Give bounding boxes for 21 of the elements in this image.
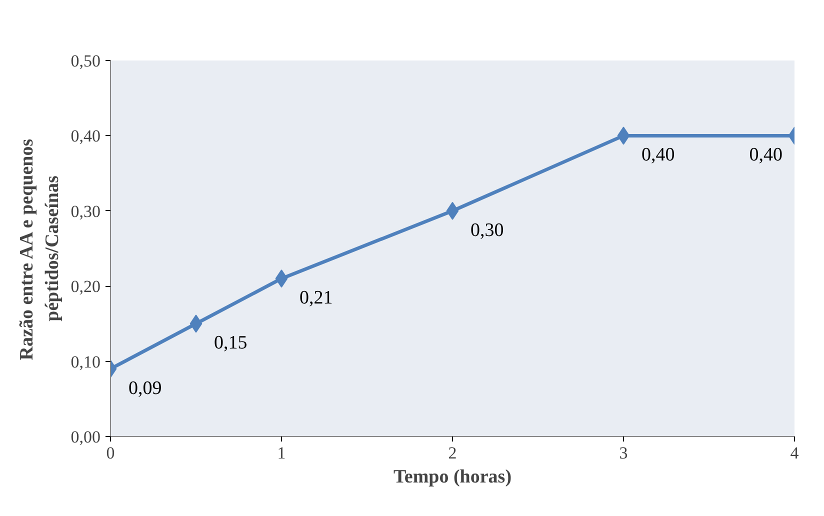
data-label: 0,09	[128, 378, 162, 399]
y-tick-label: 0,50	[70, 52, 100, 70]
x-tick-label: 2	[448, 444, 457, 462]
y-tick-label: 0,10	[70, 352, 100, 372]
data-label: 0,15	[214, 332, 248, 354]
x-axis-title: Tempo (horas)	[393, 466, 512, 488]
y-tick-label: 0,20	[70, 277, 100, 296]
y-tick-label: 0,30	[70, 202, 100, 221]
x-tick-label: 1	[277, 444, 286, 462]
data-label: 0,30	[470, 220, 504, 241]
point	[275, 270, 288, 288]
data-label: 0,21	[300, 288, 333, 309]
y-tick-label: 0,40	[70, 126, 100, 146]
y-tick-label: 0,00	[70, 428, 100, 446]
x-tick-label: 4	[790, 444, 800, 462]
data-label: 0,40	[749, 144, 782, 166]
x-tick-label: 3	[619, 444, 628, 462]
y-axis-title: Razão entre AA e pequenos péptidos/Caseínas	[16, 138, 63, 360]
point	[446, 202, 459, 220]
x-tick-label: 0	[106, 444, 115, 462]
data-label: 0,40	[642, 144, 675, 166]
